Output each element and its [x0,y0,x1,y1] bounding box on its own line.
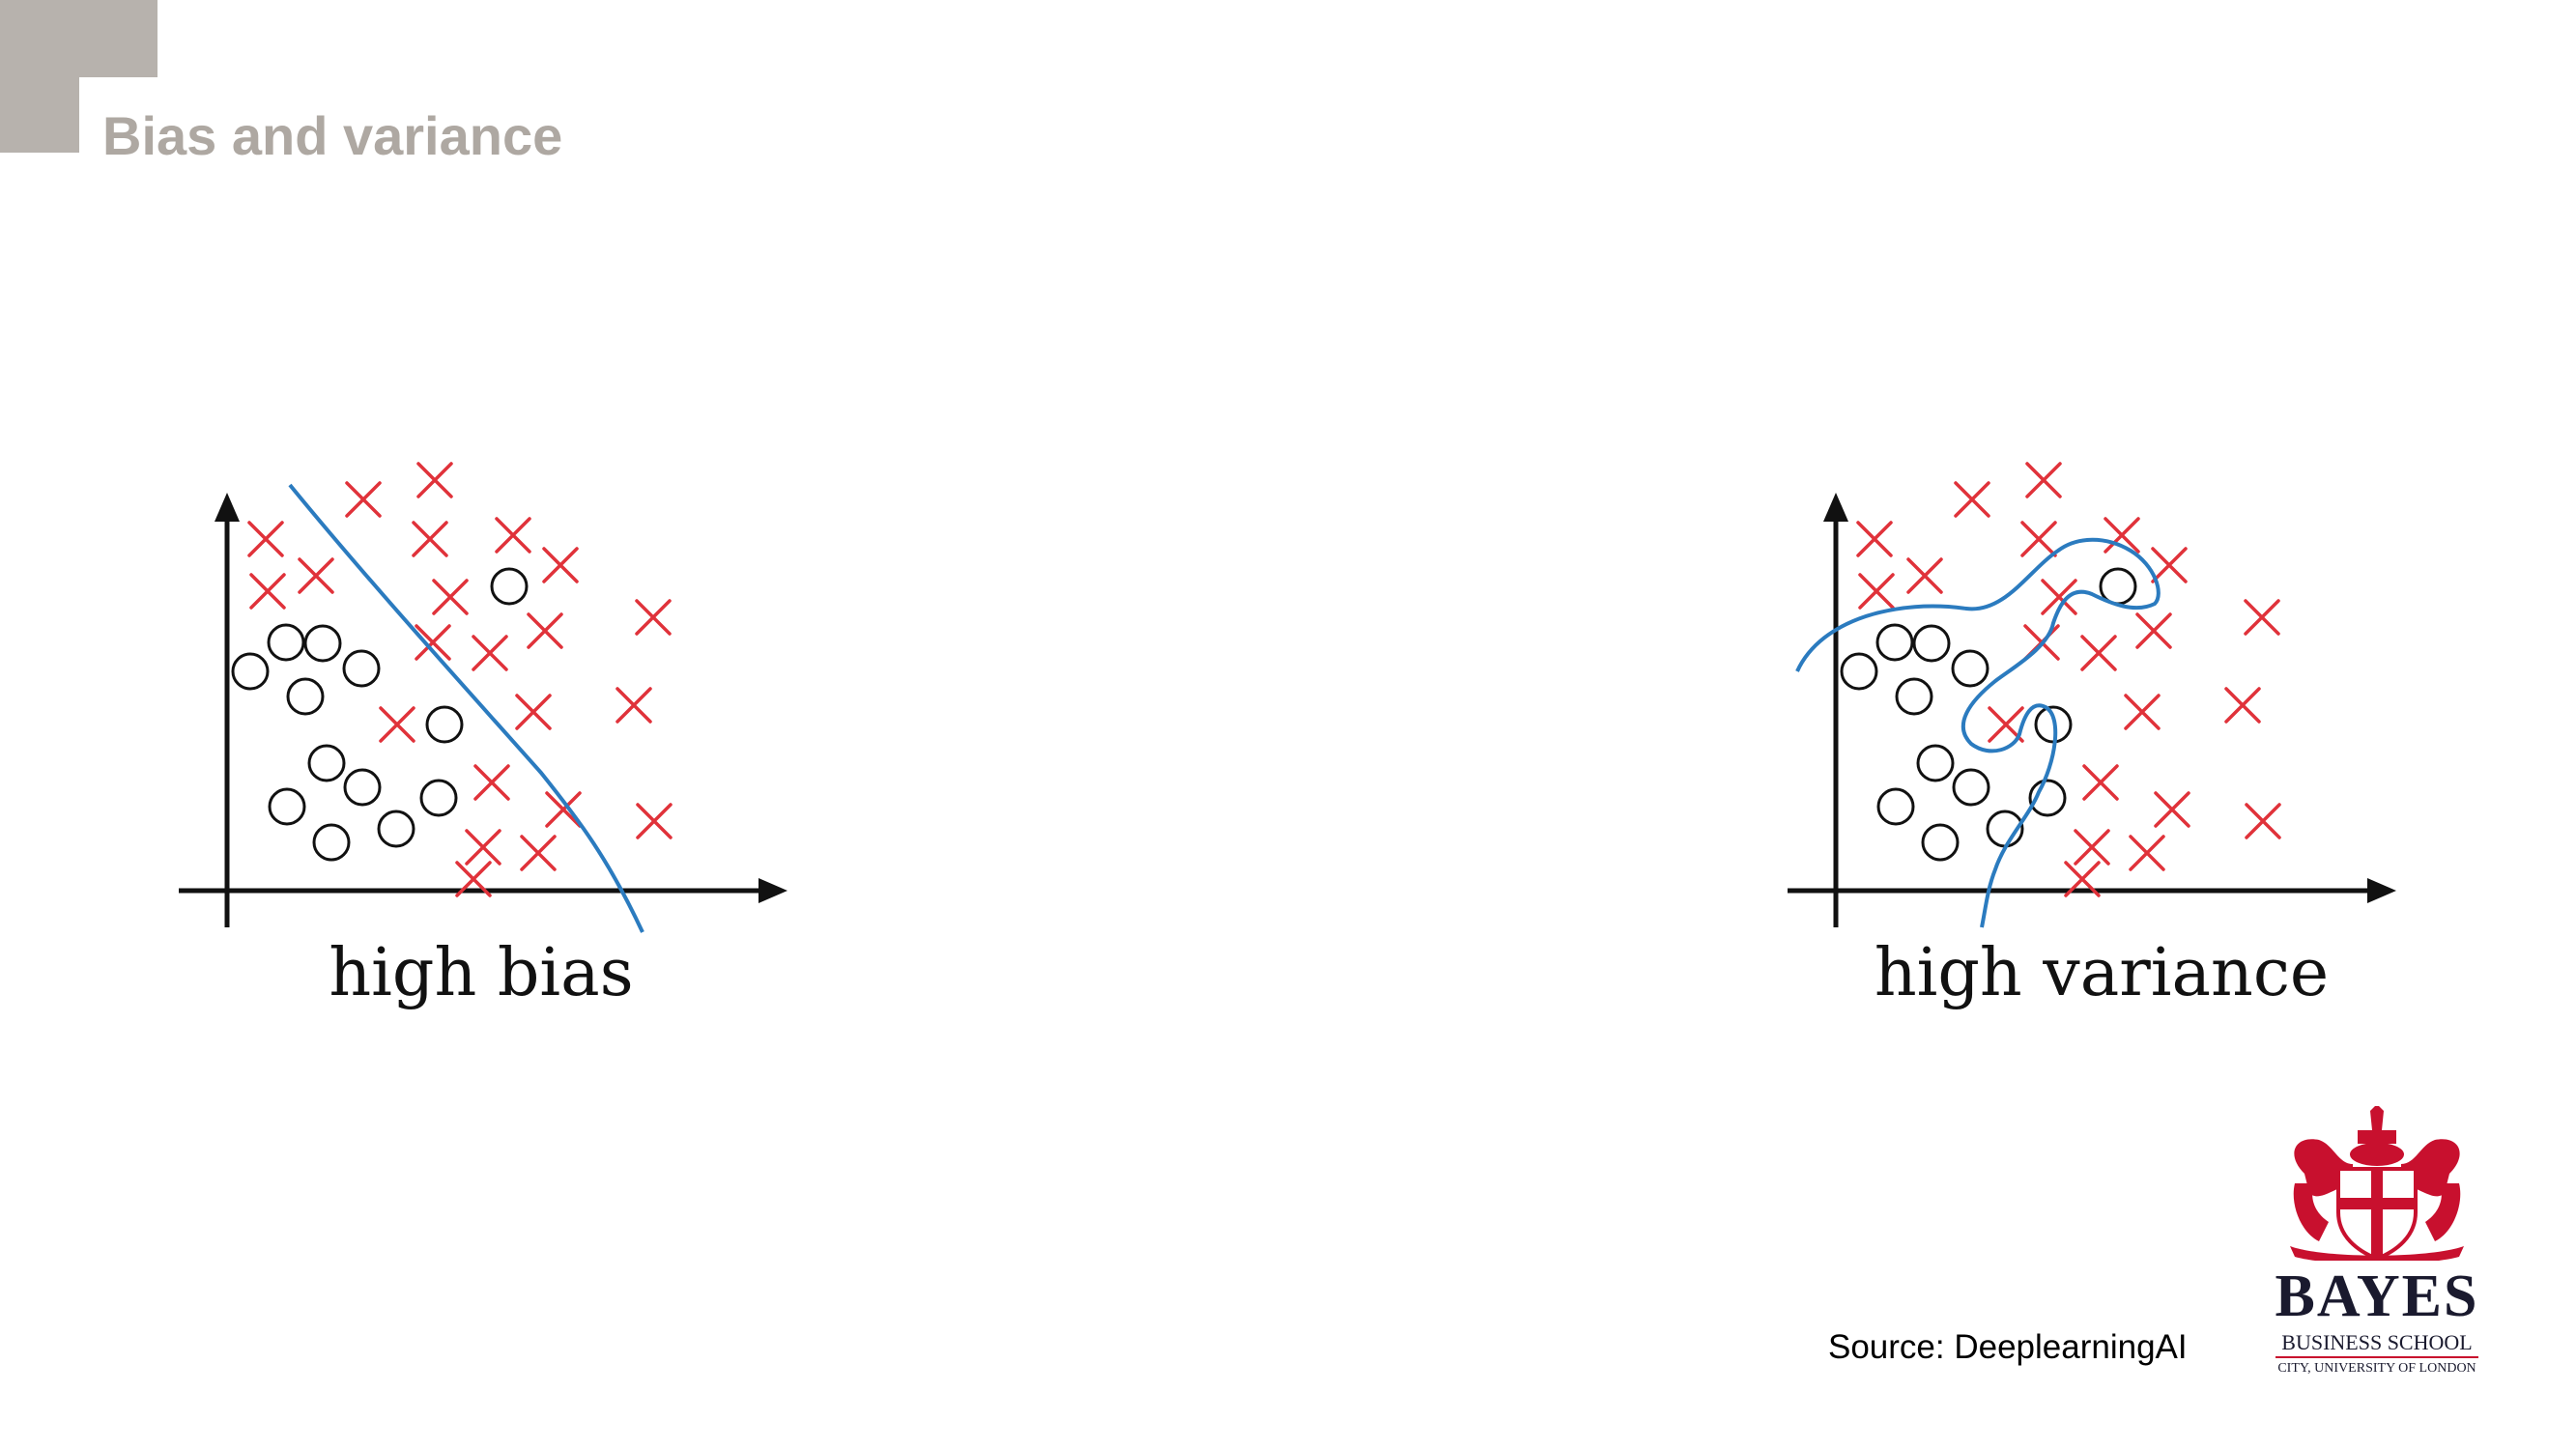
class-o-points [231,567,529,862]
logo-wordmark: BAYES [2275,1264,2479,1329]
circle-point [490,567,529,606]
circle-point [312,823,351,862]
decision-boundary-curve [1795,537,2161,928]
circle-point [1840,652,1878,691]
cross-point [527,612,563,649]
circle-point [1951,649,1989,688]
circle-point [1916,744,1955,782]
cross-point [416,462,453,498]
cross-point [432,579,469,615]
caption-high-variance: high variance [1875,935,2329,1011]
cross-point [2135,612,2172,649]
circle-point [1912,624,1951,663]
cross-point [636,803,673,839]
cross-point [545,791,582,828]
cross-point [455,861,492,897]
axes [179,493,787,927]
cross-point [472,635,508,671]
corner-accent-vertical [0,0,79,153]
decision-boundary-line [288,483,644,933]
cross-point [520,835,557,871]
cross-point [2082,764,2119,801]
source-citation: Source: DeeplearningAI [1828,1328,2188,1366]
cross-point [2025,462,2062,498]
cross-point [2074,829,2110,866]
cross-point [1954,481,1990,518]
circle-point [307,744,346,782]
circle-point [267,623,305,662]
circle-point [303,624,342,663]
cross-point [249,573,286,610]
cross-point [2080,635,2117,671]
circle-point [231,652,270,691]
cross-point [2244,599,2280,636]
cross-point [615,687,652,724]
slide-title: Bias and variance [102,105,563,166]
circle-point [1895,677,1933,716]
logo-affiliation: CITY, UNIVERSITY OF LONDON [2277,1361,2476,1376]
logo-subtitle: BUSINESS SCHOOL [2281,1330,2473,1354]
cross-point [1856,521,1893,557]
cross-point [345,481,382,518]
crest-icon [2290,1106,2464,1261]
high-variance-diagram: high variance [1783,454,2411,1014]
cross-point [2224,687,2261,724]
cross-point [298,557,334,594]
high-bias-diagram: high bias [174,454,802,1014]
circle-point [377,810,415,848]
cross-point [1858,573,1895,610]
circle-point [342,649,381,688]
cross-point [542,547,579,583]
circle-point [1952,768,1990,807]
circle-point [268,787,306,826]
cross-point [415,624,451,661]
circle-point [425,705,464,744]
cross-point [2154,791,2190,828]
circle-point [343,768,382,807]
class-o-points [1840,567,2137,862]
cross-point [473,764,510,801]
cross-point [1906,557,1943,594]
class-x-points [247,462,673,897]
cross-point [2124,694,2161,730]
cross-point [379,706,415,743]
cross-point [465,829,501,866]
cross-point [2104,517,2140,554]
cross-point [2064,861,2101,897]
circle-point [1876,787,1915,826]
cross-point [2151,547,2188,583]
cross-point [247,521,284,557]
circle-point [286,677,325,716]
cross-point [412,521,448,557]
cross-point [2020,521,2057,557]
cross-point [2245,803,2281,839]
cross-point [495,517,531,554]
logo-divider [2275,1356,2478,1358]
caption-high-bias: high bias [329,935,633,1011]
cross-point [2129,835,2165,871]
bayes-logo: BAYES BUSINESS SCHOOL CITY, UNIVERSITY O… [2266,1106,2488,1386]
circle-point [419,779,458,817]
cross-point [2041,579,2077,615]
axes [1788,493,2396,927]
circle-point [1875,623,1914,662]
circle-point [1921,823,1960,862]
cross-point [635,599,672,636]
cross-point [515,694,552,730]
circle-point [2028,779,2067,817]
